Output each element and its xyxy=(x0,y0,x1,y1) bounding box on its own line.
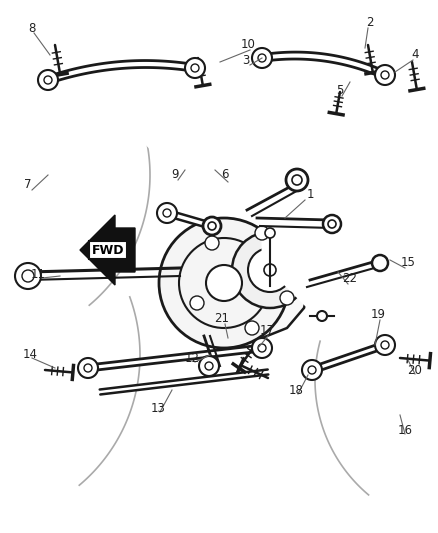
Circle shape xyxy=(302,360,322,380)
Circle shape xyxy=(317,311,327,321)
Text: 12: 12 xyxy=(184,351,199,365)
Circle shape xyxy=(248,248,292,292)
Circle shape xyxy=(38,70,58,90)
Circle shape xyxy=(191,64,199,72)
Text: 11: 11 xyxy=(31,269,46,281)
Text: 5: 5 xyxy=(336,84,344,96)
Circle shape xyxy=(157,203,177,223)
Circle shape xyxy=(381,71,389,79)
Circle shape xyxy=(203,217,221,235)
Text: 7: 7 xyxy=(24,179,32,191)
Text: 9: 9 xyxy=(171,168,179,182)
Circle shape xyxy=(179,238,269,328)
Circle shape xyxy=(372,255,388,271)
Circle shape xyxy=(84,364,92,372)
Circle shape xyxy=(258,344,266,352)
Polygon shape xyxy=(166,210,213,229)
Circle shape xyxy=(280,291,294,305)
Circle shape xyxy=(252,48,272,68)
Polygon shape xyxy=(311,342,386,373)
Text: 10: 10 xyxy=(240,38,255,52)
Text: FWD: FWD xyxy=(92,244,124,256)
Circle shape xyxy=(375,65,395,85)
Circle shape xyxy=(252,338,272,358)
Text: 1: 1 xyxy=(306,189,314,201)
Text: 2: 2 xyxy=(366,15,374,28)
Circle shape xyxy=(286,169,308,191)
Circle shape xyxy=(375,335,395,355)
Text: 6: 6 xyxy=(221,168,229,182)
Circle shape xyxy=(208,222,216,230)
Circle shape xyxy=(199,356,219,376)
Circle shape xyxy=(292,175,302,185)
Text: 21: 21 xyxy=(215,311,230,325)
Text: 14: 14 xyxy=(22,349,38,361)
Text: 15: 15 xyxy=(401,255,415,269)
Text: 16: 16 xyxy=(398,424,413,437)
Polygon shape xyxy=(88,345,262,371)
Circle shape xyxy=(308,366,316,374)
Text: 22: 22 xyxy=(343,271,357,285)
Circle shape xyxy=(163,209,171,217)
Text: 20: 20 xyxy=(408,364,422,376)
Circle shape xyxy=(44,76,52,84)
Text: 18: 18 xyxy=(289,384,304,397)
Circle shape xyxy=(15,263,41,289)
Circle shape xyxy=(323,215,341,233)
Circle shape xyxy=(205,362,213,370)
Text: 13: 13 xyxy=(151,401,166,415)
Text: 19: 19 xyxy=(371,309,385,321)
Circle shape xyxy=(78,358,98,378)
Text: 17: 17 xyxy=(259,324,275,336)
Circle shape xyxy=(258,54,266,62)
Circle shape xyxy=(190,296,204,310)
Circle shape xyxy=(265,228,275,238)
Circle shape xyxy=(264,264,276,276)
Circle shape xyxy=(22,270,34,282)
Circle shape xyxy=(381,341,389,349)
Circle shape xyxy=(206,265,242,301)
Circle shape xyxy=(255,226,269,240)
Circle shape xyxy=(185,58,205,78)
Circle shape xyxy=(159,218,289,348)
Circle shape xyxy=(205,236,219,250)
Text: 8: 8 xyxy=(28,21,35,35)
Circle shape xyxy=(232,232,308,308)
Text: 3: 3 xyxy=(242,53,250,67)
Circle shape xyxy=(328,220,336,228)
Polygon shape xyxy=(100,369,268,394)
Polygon shape xyxy=(180,223,310,340)
Text: 4: 4 xyxy=(411,49,419,61)
Circle shape xyxy=(245,321,259,335)
Polygon shape xyxy=(80,215,135,285)
